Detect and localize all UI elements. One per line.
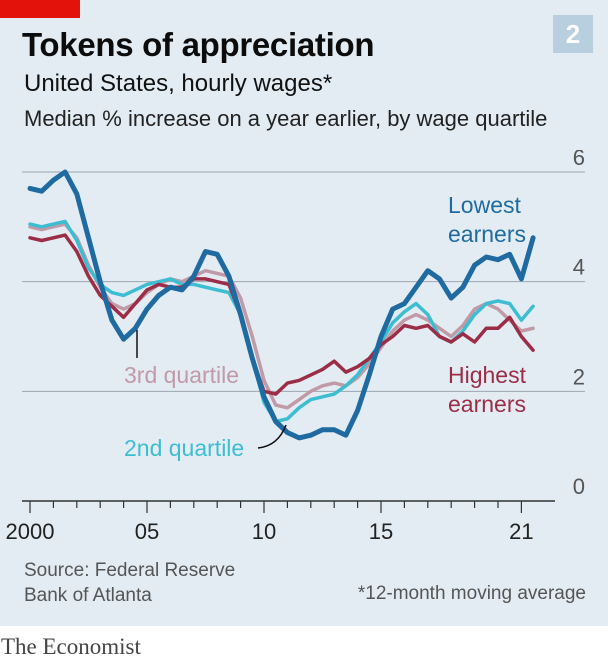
- series-line-lowest-earners: [27, 169, 536, 441]
- y-tick-label-2: 2: [573, 364, 585, 389]
- x-tick-label-2000: 2000: [6, 519, 55, 544]
- series-label-2nd-quartile: 2nd quartile: [124, 435, 244, 461]
- y-tick-label-0: 0: [573, 474, 585, 499]
- series-line-3rd-quartile: [28, 222, 535, 410]
- source-note: Source: Federal Reserve Bank of Atlanta: [24, 558, 284, 608]
- footnote: *12-month moving average: [357, 583, 586, 604]
- series-label-lowest-earners: Lowest earners: [448, 192, 526, 247]
- x-tick-label-2010: 10: [252, 519, 276, 544]
- chart-title: Tokens of appreciation: [22, 26, 375, 63]
- x-tick-label-2021: 21: [509, 519, 533, 544]
- series-label-3rd-quartile: 3rd quartile: [124, 362, 239, 388]
- x-tick-label-2015: 15: [369, 519, 393, 544]
- leader-line-2nd-quartile: [257, 424, 287, 449]
- brand-wordmark: The Economist: [1, 634, 141, 659]
- y-tick-label-6: 6: [573, 150, 585, 170]
- chart-panel: [0, 0, 608, 626]
- series-label-highest-earners: Highest earners: [448, 362, 527, 417]
- chart-subtitle: United States, hourly wages*: [24, 70, 333, 97]
- grid-lines: 0 2 4 6: [22, 150, 585, 499]
- series-labels: 3rd quartile 2nd quartile Highest earners Lo…: [124, 192, 527, 461]
- source-line-2: Bank of Atlanta: [24, 585, 152, 606]
- y-tick-label-4: 4: [573, 255, 585, 280]
- chart-number-badge: 2: [553, 15, 593, 53]
- source-line-1: Source: Federal Reserve: [24, 560, 236, 581]
- chart-unit-description: Median % increase on a year earlier, by …: [24, 106, 548, 131]
- brand-red-tag: [0, 0, 80, 18]
- series-lines: [27, 169, 536, 441]
- x-axis: 2000 05 10 15 21: [6, 500, 555, 544]
- x-tick-label-2005: 05: [135, 519, 159, 544]
- line-chart: 0 2 4 6 2000 05 10 15 21 3rd quartile 2nd quarti…: [6, 150, 585, 544]
- series-line-highest-earners: [28, 233, 535, 396]
